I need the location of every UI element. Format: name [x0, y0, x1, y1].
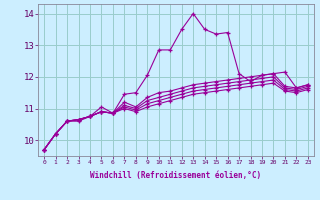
X-axis label: Windchill (Refroidissement éolien,°C): Windchill (Refroidissement éolien,°C)	[91, 171, 261, 180]
